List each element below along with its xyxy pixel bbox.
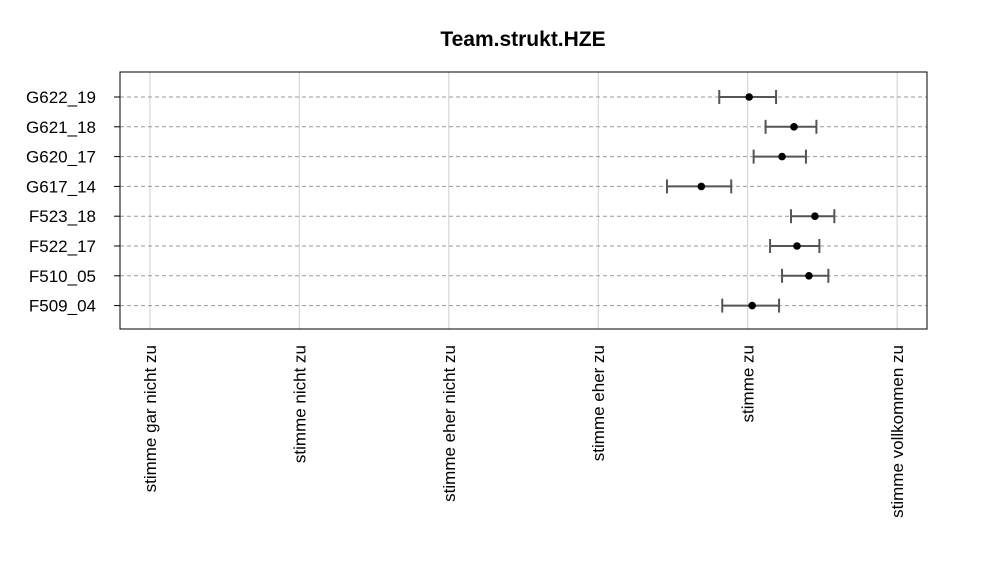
chart-title: Team.strukt.HZE (440, 28, 605, 51)
mean-point (811, 212, 819, 220)
x-tick-label: stimme eher nicht zu (440, 345, 459, 502)
rows (120, 90, 927, 313)
mean-point (697, 182, 706, 191)
y-category-label: F510_05 (29, 267, 96, 286)
mean-point (748, 301, 756, 310)
x-tick-label: stimme zu (739, 345, 758, 422)
mean-point (790, 123, 798, 131)
x-tick-label: stimme eher zu (589, 345, 608, 461)
grid (149, 72, 898, 329)
x-tick-label: stimme gar nicht zu (141, 345, 160, 492)
x-tick-label: stimme vollkommen zu (888, 345, 907, 518)
y-category-label: G622_19 (26, 88, 96, 107)
y-category-label: F522_17 (29, 237, 96, 256)
mean-point (745, 93, 753, 101)
y-category-label: G617_14 (26, 177, 96, 196)
plot-frame (119, 71, 928, 330)
y-category-label: F509_04 (29, 297, 96, 316)
x-tick-label: stimme nicht zu (290, 345, 309, 463)
mean-point (778, 152, 786, 161)
x-axis-labels: stimme gar nicht zu stimme nicht zu stimme… (141, 345, 907, 518)
y-axis-labels: G622_19 G621_18 G620_17 G617_14 F523_18 F522_… (26, 88, 120, 316)
y-category-label: F523_18 (29, 207, 96, 226)
mean-point (805, 272, 813, 280)
y-category-label: G620_17 (26, 148, 96, 167)
y-category-label: G621_18 (26, 118, 96, 137)
mean-point (793, 242, 801, 250)
